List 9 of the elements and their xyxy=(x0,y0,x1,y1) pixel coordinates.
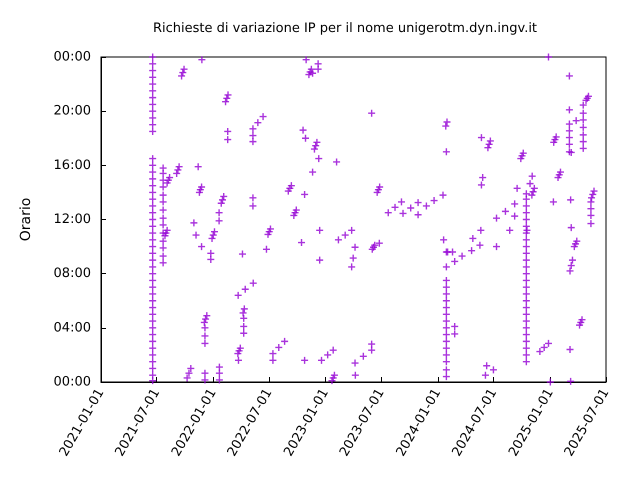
y-tick-label: 00:00 xyxy=(54,374,91,390)
y-tick-label: 08:00 xyxy=(54,266,91,282)
y-tick-label: 16:00 xyxy=(54,158,91,173)
y-tick-label: 04:00 xyxy=(54,320,91,336)
chart-title: Richieste di variazione IP per il nome unigerotm.dyn.ingv.it xyxy=(152,21,538,36)
y-axis-title: Orario xyxy=(18,198,34,242)
y-tick-label: 20:00 xyxy=(54,104,91,119)
y-tick-label: 00:00 xyxy=(54,50,91,64)
y-tick-label: 12:00 xyxy=(54,212,91,227)
